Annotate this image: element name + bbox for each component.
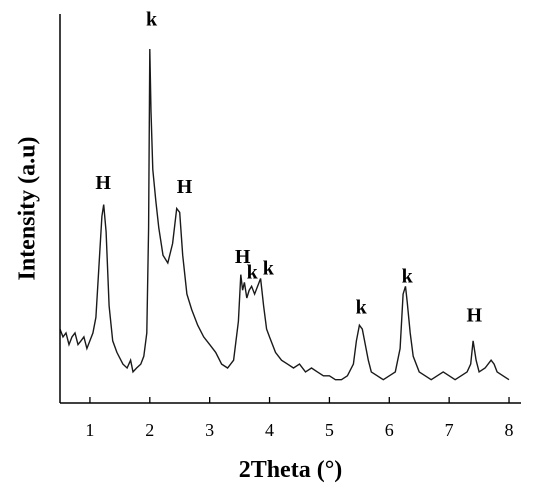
x-tick-label: 3	[205, 420, 214, 440]
peak-label: k	[146, 9, 158, 31]
x-tick-label: 4	[265, 420, 274, 440]
peak-label: H	[235, 246, 251, 268]
x-tick-label: 2	[145, 420, 154, 440]
x-axis-ticks: 1 2 3 4 5 6 7 8	[85, 397, 514, 440]
peak-label: H	[467, 304, 483, 326]
x-tick-label: 8	[505, 420, 514, 440]
peak-label: k	[263, 258, 275, 280]
x-axis-title: 2Theta (°)	[239, 457, 343, 483]
x-tick-label: 5	[325, 420, 334, 440]
peak-label: k	[356, 297, 368, 319]
peak-label: k	[402, 265, 414, 287]
x-tick-label: 6	[385, 420, 394, 440]
peak-label: H	[177, 176, 193, 198]
x-tick-label: 7	[445, 420, 454, 440]
data-series-line	[59, 48, 510, 381]
peak-label: H	[95, 172, 111, 194]
peak-label: k	[247, 262, 259, 284]
y-axis-title: Intensity (a.u)	[15, 136, 41, 280]
x-tick-label: 1	[85, 420, 94, 440]
